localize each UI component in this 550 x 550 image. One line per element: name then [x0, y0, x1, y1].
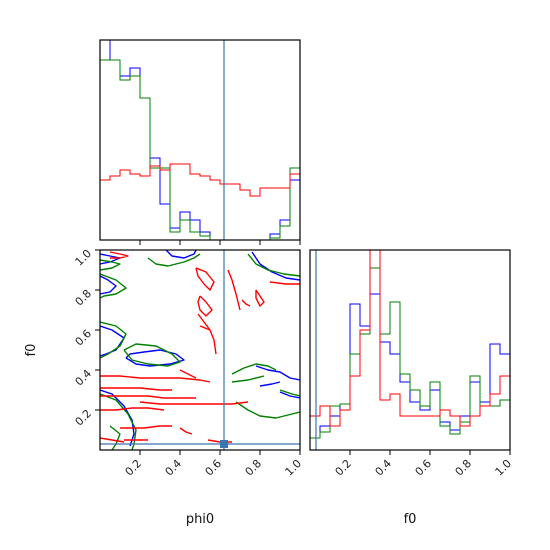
- contour-red-3: [197, 295, 213, 317]
- contour-red-0: [109, 251, 129, 259]
- contour-red-15: [120, 425, 172, 429]
- contour-red-1: [195, 267, 215, 291]
- contour-lines: [100, 250, 300, 450]
- phi0-histogram-panel: [99, 39, 301, 245]
- contour-blue-1: [100, 275, 117, 295]
- contour-red-14: [100, 407, 165, 411]
- contour-blue-5: [165, 250, 197, 259]
- contour-green-6: [147, 253, 201, 267]
- contour-red-9: [179, 369, 197, 379]
- f0-hist-xtick-label-0: 0.2: [333, 457, 355, 479]
- contour-xtick-label-3: 0.8: [243, 457, 265, 479]
- contour-ytick-label-4: 1.0: [73, 247, 95, 269]
- contour-xtick-label-4: 1.0: [283, 457, 305, 479]
- contour-green-11: [279, 389, 300, 397]
- f0-hist-red: [310, 249, 510, 427]
- contour-red-5: [255, 289, 265, 307]
- contour-green-5: [123, 343, 181, 367]
- contour-blue-2: [100, 325, 125, 357]
- phi0-hist-green: [100, 59, 301, 241]
- contour-green-10: [235, 401, 300, 419]
- contour-red-4: [197, 313, 217, 355]
- f0-hist-xtick-label-2: 0.6: [413, 457, 435, 479]
- contour-red-10: [100, 375, 211, 383]
- contour-green-0: [100, 259, 121, 271]
- phi0-hist-blue: [100, 39, 301, 241]
- f0-hist-xtick-label-1: 0.4: [373, 457, 395, 479]
- contour-green-8: [231, 363, 277, 375]
- contour-green-7: [247, 253, 300, 277]
- contour-ytick-label-2: 0.6: [73, 327, 95, 349]
- contour-xtick-label-0: 0.2: [123, 457, 145, 479]
- contour-blue-9: [259, 381, 281, 387]
- contour-red-12: [100, 395, 196, 399]
- contour-red-13: [139, 401, 249, 405]
- contour-blue-4: [125, 349, 185, 367]
- contour-blue-6: [251, 251, 300, 281]
- contour-green-2: [100, 321, 127, 359]
- contour-blue-0: [100, 253, 121, 265]
- contour-red-2: [227, 269, 241, 311]
- contour-red-6: [241, 299, 251, 307]
- contour-green-3: [100, 393, 137, 450]
- contour-green-9: [231, 375, 265, 383]
- contour-ytick-label-1: 0.4: [73, 367, 95, 389]
- y-axis-label-f0: f0: [24, 344, 39, 357]
- contour-blue-3: [100, 389, 135, 447]
- f0-hist-green: [310, 267, 510, 439]
- contour-green-4: [109, 425, 121, 450]
- truth-marker: [220, 440, 228, 448]
- contour-frame: [99, 249, 301, 451]
- f0-hist-frame: [309, 249, 511, 451]
- phi0-hist-frame: [99, 39, 301, 241]
- x-axis-label-phi0: phi0: [186, 512, 214, 527]
- f0-hist-xtick-label-3: 0.8: [453, 457, 475, 479]
- contour-ytick-label-3: 0.8: [73, 287, 95, 309]
- contour-red-11: [100, 387, 172, 391]
- f0-hist-xtick-label-4: 1.0: [493, 457, 515, 479]
- contour-ytick-label-0: 0.2: [73, 407, 95, 429]
- contour-xtick-label-2: 0.6: [203, 457, 225, 479]
- contour-xtick-label-1: 0.4: [163, 457, 185, 479]
- phi0-hist-red: [100, 163, 301, 197]
- contour-red-16: [179, 427, 193, 435]
- contour-red-7: [269, 281, 300, 285]
- contour-blue-8: [279, 391, 300, 399]
- contour-red-8: [199, 325, 211, 331]
- contour-red-17: [100, 437, 125, 443]
- phi0-f0-contour-panel: 0.2 0.4 0.6 0.8 1.0 0.2 0.4 0.6 0.8 1.0: [73, 247, 305, 479]
- contour-blue-7: [255, 365, 300, 381]
- contour-green-1: [100, 273, 127, 299]
- f0-histogram-panel: 0.2 0.4 0.6 0.8 1.0: [309, 249, 515, 479]
- axis-labels: phi0 f0 f0: [24, 344, 416, 527]
- x-axis-label-f0: f0: [404, 512, 417, 527]
